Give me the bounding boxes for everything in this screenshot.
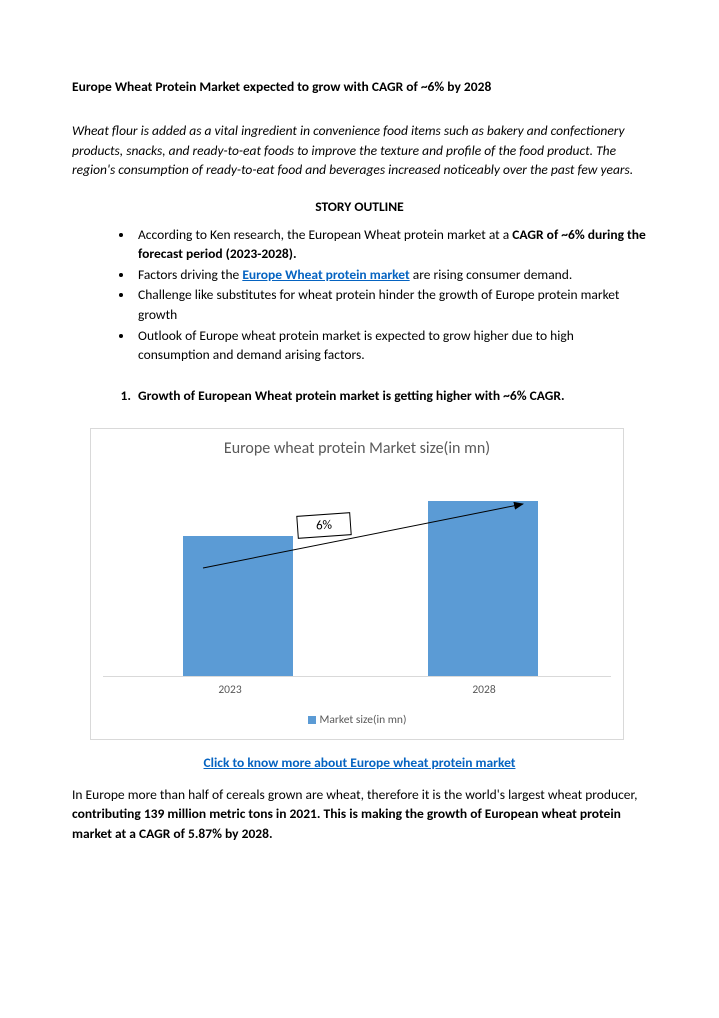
growth-label-box: 6%: [296, 512, 351, 539]
europe-wheat-protein-link[interactable]: Europe Wheat protein market: [242, 266, 409, 283]
chart-legend: Market size(in mn): [97, 713, 617, 727]
growth-arrow: [193, 496, 543, 586]
list-item: Challenge like substitutes for wheat pro…: [134, 285, 647, 324]
story-outline-list: According to Ken research, the European …: [72, 225, 647, 365]
intro-paragraph: Wheat flour is added as a vital ingredie…: [72, 121, 647, 180]
cta-link-row: Click to know more about Europe wheat pr…: [72, 754, 647, 771]
chart-x-axis: 2023 2028: [103, 683, 611, 697]
text: are rising consumer demand.: [410, 266, 573, 283]
chart-title: Europe wheat protein Market size(in mn): [97, 439, 617, 458]
text: In Europe more than half of cereals grow…: [72, 786, 637, 803]
outline-header: STORY OUTLINE: [72, 198, 647, 215]
page-title: Europe Wheat Protein Market expected to …: [72, 78, 647, 95]
legend-swatch: [308, 716, 316, 724]
chart-plot-area: 6%: [103, 466, 611, 677]
x-tick-label: 2023: [103, 683, 357, 697]
text-bold: contributing 139 million metric tons in …: [72, 805, 621, 842]
list-item: Factors driving the Europe Wheat protein…: [134, 265, 647, 285]
section-list: Growth of European Wheat protein market …: [72, 387, 647, 404]
text: Factors driving the: [138, 266, 242, 283]
list-item: Outlook of Europe wheat protein market i…: [134, 326, 647, 365]
legend-label: Market size(in mn): [320, 713, 407, 727]
closing-paragraph: In Europe more than half of cereals grow…: [72, 785, 647, 844]
section-heading: Growth of European Wheat protein market …: [134, 387, 647, 404]
cta-link[interactable]: Click to know more about Europe wheat pr…: [204, 754, 516, 771]
x-tick-label: 2028: [357, 683, 611, 697]
text: According to Ken research, the European …: [138, 226, 512, 243]
market-size-chart: Europe wheat protein Market size(in mn) …: [90, 428, 624, 740]
list-item: According to Ken research, the European …: [134, 225, 647, 264]
